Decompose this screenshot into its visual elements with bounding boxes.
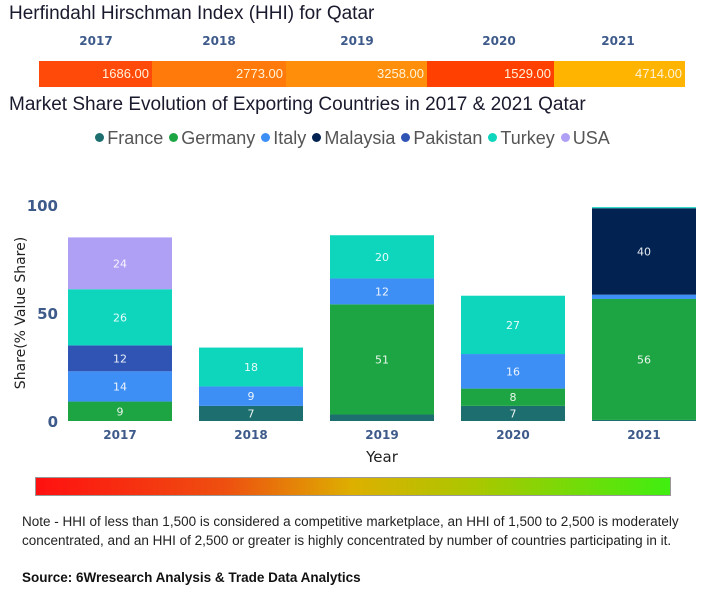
data-label: 51 [375, 353, 389, 366]
legend-label: Germany [181, 128, 256, 148]
y-tick-label: 50 [37, 305, 58, 323]
data-label: 12 [113, 352, 127, 365]
legend-label: France [107, 128, 164, 148]
x-tick-label: 2019 [365, 428, 398, 442]
legend-item-france[interactable]: France [95, 128, 163, 149]
hhi-title: Herfindahl Hirschman Index (HHI) for Qat… [9, 3, 375, 24]
bar-segment-turkey-2019[interactable] [330, 235, 434, 279]
legend-label: Malaysia [324, 128, 396, 148]
bar-segment-usa-2017[interactable] [68, 237, 172, 290]
bar-segment-germany-2020[interactable] [461, 388, 565, 406]
legend-item-turkey[interactable]: Turkey [488, 128, 555, 149]
bar-segment-italy-2021[interactable] [592, 294, 696, 299]
x-tick-label: 2021 [627, 428, 660, 442]
data-label: 18 [244, 361, 258, 374]
legend-dot-icon [95, 132, 105, 142]
hhi-year-label: 2017 [79, 34, 113, 48]
data-label: 40 [637, 245, 651, 258]
bar-segment-pakistan-2017[interactable] [68, 345, 172, 372]
bar-segment-italy-2019[interactable] [330, 278, 434, 305]
legend-item-pakistan[interactable]: Pakistan [401, 128, 482, 149]
bar-segment-france-2018[interactable] [199, 405, 303, 421]
bar-segment-turkey-2021[interactable] [592, 207, 696, 209]
bar-segment-malaysia-2021[interactable] [592, 208, 696, 295]
hhi-year-label: 2018 [202, 34, 236, 48]
hhi-value-cell: 1686.00 [39, 61, 152, 87]
legend-item-usa[interactable]: USA [560, 128, 610, 149]
x-tick-label: 2018 [234, 428, 267, 442]
hhi-year-label: 2020 [482, 34, 516, 48]
hhi-value-cell: 2773.00 [152, 61, 286, 87]
bar-segment-italy-2018[interactable] [199, 386, 303, 406]
bar-segment-france-2020[interactable] [461, 405, 565, 421]
data-label: 9 [248, 390, 255, 403]
legend-item-italy[interactable]: Italy [261, 128, 306, 149]
y-tick-label: 100 [27, 197, 58, 215]
legend-label: Turkey [500, 128, 555, 148]
note-text: Note - HHI of less than 1,500 is conside… [22, 514, 679, 548]
data-label: 16 [506, 365, 520, 378]
hhi-value-cell: 3258.00 [286, 61, 427, 87]
x-tick-label: 2020 [496, 428, 529, 442]
bar-segment-turkey-2020[interactable] [461, 295, 565, 355]
legend-dot-icon [169, 132, 179, 142]
y-tick-label: 0 [48, 413, 58, 431]
legend-label: USA [572, 128, 610, 148]
bar-segment-turkey-2018[interactable] [199, 347, 303, 387]
bar-segment-italy-2017[interactable] [68, 371, 172, 402]
chart-title: Market Share Evolution of Exporting Coun… [9, 94, 586, 115]
data-label: 26 [113, 311, 127, 324]
data-label: 14 [113, 380, 127, 393]
hhi-value-cell: 1529.00 [427, 61, 554, 87]
legend-dot-icon [312, 132, 322, 142]
legend-label: Italy [273, 128, 307, 148]
x-tick-label: 2017 [103, 428, 136, 442]
legend-dot-icon [560, 132, 570, 142]
chart-legend: France Germany Italy Malaysia Pakistan Turkey… [0, 128, 705, 149]
source-text: Source: 6Wresearch Analysis & Trade Data… [22, 570, 361, 585]
legend-dot-icon [401, 132, 411, 142]
bar-segment-germany-2019[interactable] [330, 304, 434, 415]
color-scale-bar [35, 477, 671, 496]
bar-segment-france-2019[interactable] [330, 414, 434, 421]
legend-dot-icon [261, 132, 271, 142]
x-axis-label: Year [365, 448, 399, 466]
legend-dot-icon [488, 132, 498, 142]
legend-label: Pakistan [413, 128, 483, 148]
hhi-year-label: 2021 [601, 34, 635, 48]
hhi-value-cell: 4714.00 [554, 61, 685, 87]
bar-segment-france-2021[interactable] [592, 419, 696, 421]
data-label: 8 [510, 391, 517, 404]
legend-item-germany[interactable]: Germany [169, 128, 255, 149]
bar-segment-germany-2021[interactable] [592, 298, 696, 420]
hhi-year-label: 2019 [340, 34, 374, 48]
legend-item-malaysia[interactable]: Malaysia [312, 128, 395, 149]
data-label: 27 [506, 319, 520, 332]
data-label: 9 [117, 405, 124, 418]
bar-segment-italy-2020[interactable] [461, 354, 565, 389]
data-label: 12 [375, 285, 389, 298]
data-label: 7 [248, 407, 255, 420]
data-label: 20 [375, 251, 389, 264]
y-axis-label: Share(% Value Share) [13, 237, 29, 389]
data-label: 56 [637, 353, 651, 366]
bar-segment-turkey-2017[interactable] [68, 289, 172, 346]
bar-segment-germany-2017[interactable] [68, 401, 172, 421]
data-label: 7 [510, 407, 517, 420]
data-label: 24 [113, 257, 127, 270]
